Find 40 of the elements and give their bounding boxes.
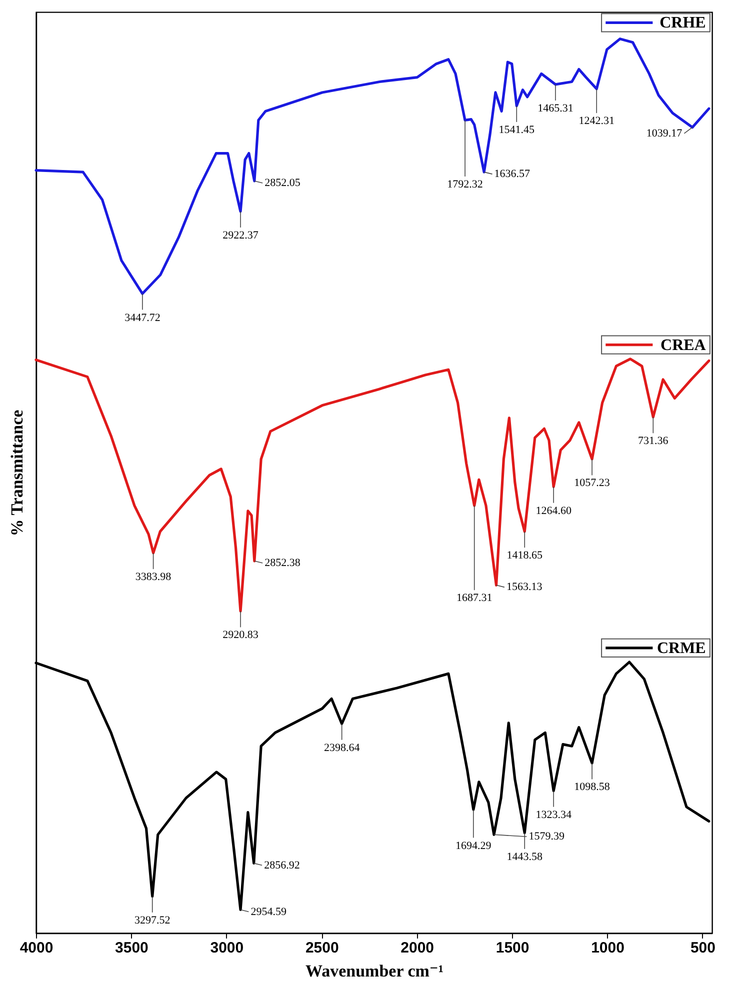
annotation: 1465.31: [538, 102, 574, 115]
annotation: 1792.32: [447, 178, 483, 191]
annotation: 1687.31: [456, 592, 492, 604]
annotation: 2852.38: [264, 557, 301, 570]
annotation: 2852.05: [264, 177, 301, 190]
legend-label: CRHE: [660, 14, 706, 32]
y-axis-title: % Transmittance: [8, 409, 26, 536]
x-tick-label: 3000: [210, 940, 244, 956]
annotation: 1579.39: [528, 830, 565, 843]
annotation: 1039.17: [646, 127, 683, 140]
annotation: 1264.60: [536, 504, 572, 517]
annotation: 2920.83: [222, 629, 259, 642]
annotation: 1098.58: [574, 781, 610, 794]
annotation: 3447.72: [124, 312, 160, 324]
annotation: 2954.59: [250, 906, 287, 918]
x-tick-label: 4000: [20, 940, 54, 956]
annotation: 731.36: [638, 435, 669, 448]
annotation: 1242.31: [578, 115, 614, 128]
annotation: 2922.37: [222, 230, 259, 242]
annotation: 2398.64: [324, 742, 360, 754]
x-tick-label: 2500: [305, 940, 339, 956]
x-tick-label: 2000: [400, 940, 434, 956]
annotation: 2856.92: [264, 859, 300, 872]
x-tick-label: 3500: [115, 940, 148, 956]
x-tick-label: 1500: [496, 940, 530, 956]
annotation: 3297.52: [134, 914, 170, 926]
annotation: 3383.98: [135, 571, 172, 584]
annotation: 1323.34: [536, 808, 572, 821]
x-tick-label: 1000: [591, 940, 624, 956]
annotation: 1694.29: [456, 840, 492, 852]
annotation: 1636.57: [494, 168, 531, 180]
legend-label: CREA: [660, 336, 706, 354]
annotation: 1443.58: [506, 850, 543, 863]
x-tick-label: 500: [690, 940, 716, 956]
annotation: 1541.45: [498, 124, 535, 136]
x-axis-title: Wavenumber cm⁻¹: [306, 962, 444, 980]
annotation: 1057.23: [574, 477, 610, 490]
annotation: 1563.13: [506, 581, 543, 594]
legend-label: CRME: [656, 640, 706, 657]
annotation: 1418.65: [506, 550, 543, 562]
